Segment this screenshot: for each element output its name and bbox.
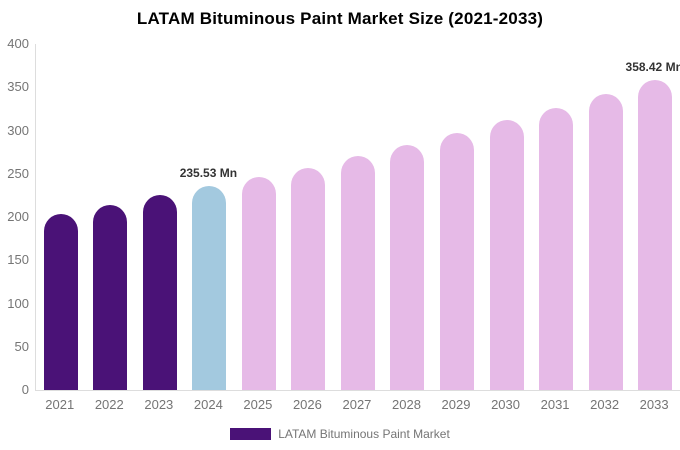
bar-2032[interactable] (588, 94, 623, 390)
x-tick-label-2024: 2024 (193, 397, 223, 412)
bar-slot-2028 (383, 44, 433, 390)
x-tick-label-2031: 2031 (540, 397, 570, 412)
x-tick-label-2028: 2028 (392, 397, 421, 412)
bar-slot-2025 (234, 44, 284, 390)
bar-2033[interactable] (638, 79, 673, 390)
bar-slot-2033 (630, 44, 680, 390)
bar-2021[interactable] (43, 213, 78, 390)
x-tick-label-2025: 2025 (243, 397, 273, 412)
x-tick-label-2023: 2023 (144, 397, 174, 412)
bar-2023[interactable] (142, 195, 177, 390)
legend-swatch (230, 428, 272, 440)
bar-2028[interactable] (390, 145, 425, 390)
bar-2029[interactable] (440, 133, 475, 390)
bar-2026[interactable] (291, 167, 326, 390)
bars-layer (36, 44, 680, 390)
bar-slot-2027 (333, 44, 383, 390)
legend-label: LATAM Bituminous Paint Market (278, 427, 450, 441)
bar-slot-2023 (135, 44, 185, 390)
x-axis: 2021 2022 2023 2024 2025 2026 2027 2028 2029 2030… (35, 397, 679, 412)
bar-slot-2024 (185, 44, 235, 390)
data-label-2024: 235.53 Mn (179, 166, 238, 181)
bar-2030[interactable] (489, 120, 524, 390)
y-tick-label: 200 (7, 209, 29, 224)
y-tick-label: 400 (7, 36, 29, 51)
x-tick-label-2026: 2026 (292, 397, 322, 412)
chart-title: LATAM Bituminous Paint Market Size (2021… (136, 9, 544, 28)
bar-slot-2032 (581, 44, 631, 390)
bar-2024[interactable] (192, 186, 227, 390)
y-tick-label: 50 (14, 338, 29, 354)
y-tick-label: 300 (7, 122, 29, 138)
bar-2025[interactable] (241, 177, 276, 390)
y-tick-label: 250 (7, 165, 29, 181)
bar-slot-2029 (432, 44, 482, 390)
x-tick-label-2032: 2032 (590, 397, 620, 412)
bar-slot-2031 (531, 44, 581, 390)
x-tick-label-2027: 2027 (342, 397, 372, 412)
bar-slot-2026 (284, 44, 334, 390)
x-tick-label-2022: 2022 (94, 397, 124, 412)
bar-2022[interactable] (93, 204, 128, 390)
bar-slot-2030 (482, 44, 532, 390)
x-tick-label-2030: 2030 (491, 397, 520, 412)
y-tick-label: 100 (7, 295, 29, 311)
data-label-2033: 358.42 Mn (625, 59, 680, 74)
y-tick-label: 150 (7, 252, 29, 268)
x-tick-label-2033: 2033 (639, 397, 669, 412)
plot-area (35, 44, 680, 391)
legend-item[interactable]: LATAM Bituminous Paint Market (0, 427, 680, 441)
y-tick-label: 0 (21, 382, 29, 397)
x-tick-label-2021: 2021 (45, 397, 75, 412)
bar-slot-2021 (36, 44, 86, 390)
x-tick-label-2029: 2029 (441, 397, 471, 412)
y-tick-label: 350 (7, 79, 29, 95)
bar-slot-2022 (86, 44, 136, 390)
bar-2027[interactable] (340, 156, 375, 390)
bar-2031[interactable] (539, 108, 574, 390)
